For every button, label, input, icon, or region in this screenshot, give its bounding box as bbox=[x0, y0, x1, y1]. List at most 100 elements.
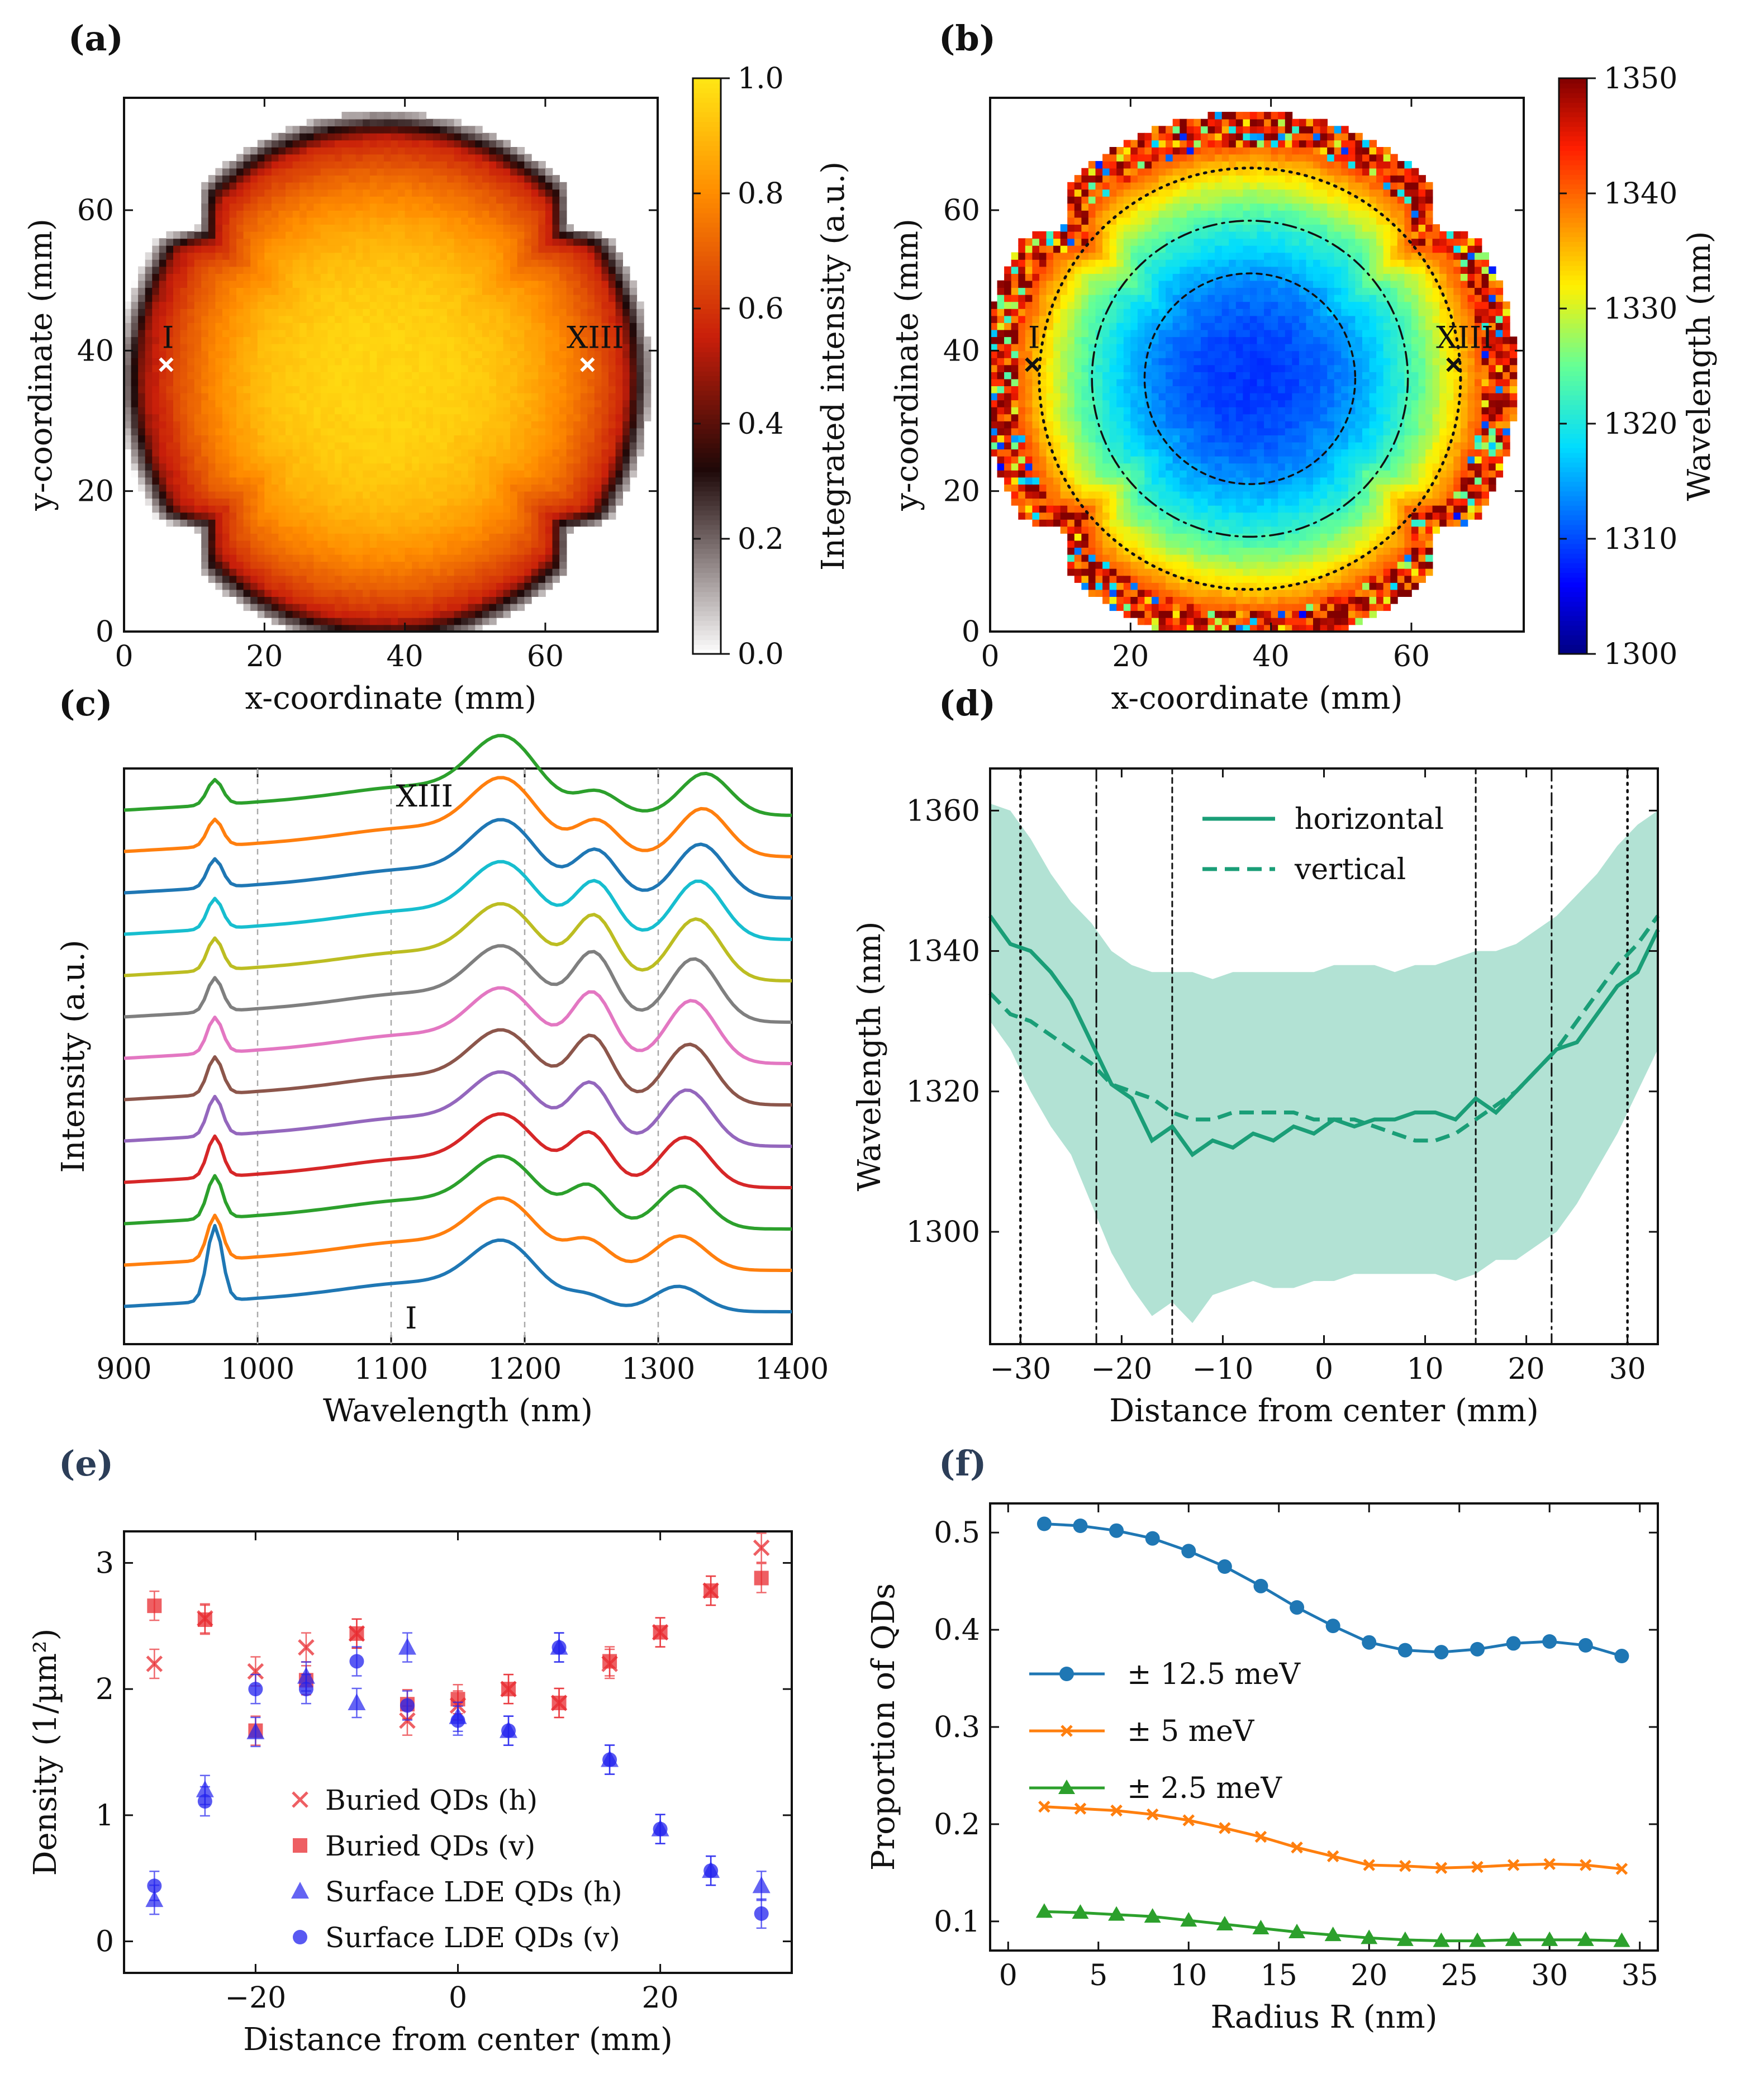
heatmap-cell bbox=[475, 386, 483, 393]
heatmap-cell bbox=[299, 589, 307, 597]
heatmap-cell bbox=[601, 378, 609, 386]
heatmap-cell bbox=[383, 512, 392, 520]
heatmap-cell bbox=[482, 568, 490, 576]
heatmap-cell bbox=[299, 414, 307, 421]
heatmap-cell bbox=[335, 147, 343, 155]
heatmap-cell bbox=[369, 118, 378, 127]
heatmap-cell bbox=[643, 336, 652, 344]
heatmap-cell bbox=[278, 273, 286, 281]
heatmap-cell bbox=[278, 505, 286, 513]
heatmap-cell bbox=[1046, 357, 1054, 366]
heatmap-cell bbox=[447, 287, 455, 295]
heatmap-cell bbox=[320, 259, 329, 267]
heatmap-cell bbox=[524, 386, 532, 393]
heatmap-cell bbox=[341, 273, 349, 281]
heatmap-cell bbox=[201, 322, 209, 330]
heatmap-cell bbox=[278, 603, 286, 611]
heatmap-cell bbox=[461, 203, 469, 211]
heatmap-cell bbox=[545, 196, 553, 204]
heatmap-cell bbox=[608, 372, 616, 379]
heatmap-cell bbox=[229, 463, 237, 471]
heatmap-cell bbox=[363, 252, 370, 260]
heatmap-cell bbox=[517, 245, 525, 253]
heatmap-cell bbox=[475, 505, 483, 513]
heatmap-cell bbox=[468, 498, 476, 506]
colorbar-segment bbox=[693, 236, 721, 242]
heatmap-cell bbox=[566, 484, 574, 492]
heatmap-cell bbox=[510, 273, 518, 281]
heatmap-cell bbox=[559, 336, 567, 344]
heatmap-cell bbox=[201, 294, 209, 302]
heatmap-cell bbox=[615, 400, 623, 407]
heatmap-cell bbox=[468, 533, 476, 541]
heatmap-cell bbox=[278, 372, 286, 379]
heatmap-cell bbox=[538, 526, 546, 534]
heatmap-cell bbox=[1004, 470, 1012, 478]
heatmap-cell bbox=[454, 575, 462, 583]
heatmap-cell bbox=[419, 259, 427, 267]
heatmap-cell bbox=[426, 329, 434, 338]
heatmap-cell bbox=[286, 547, 293, 555]
heatmap-cell bbox=[369, 554, 378, 562]
heatmap-cell bbox=[489, 400, 497, 407]
heatmap-cell bbox=[264, 196, 272, 204]
heatmap-cell bbox=[166, 414, 174, 421]
heatmap-cell bbox=[271, 350, 279, 358]
heatmap-cell bbox=[222, 442, 230, 450]
heatmap-cell bbox=[461, 336, 469, 344]
heatmap-cell bbox=[475, 132, 483, 141]
heatmap-cell bbox=[398, 463, 406, 471]
heatmap-cell bbox=[229, 392, 237, 401]
heatmap-cell bbox=[306, 203, 315, 211]
heatmap-cell bbox=[320, 132, 329, 141]
heatmap-cell bbox=[1032, 491, 1040, 499]
heatmap-cell bbox=[335, 140, 343, 148]
heatmap-cell bbox=[594, 406, 602, 415]
heatmap-cell bbox=[271, 287, 279, 295]
heatmap-cell bbox=[608, 294, 616, 302]
colorbar-segment bbox=[693, 183, 721, 189]
heatmap-cell bbox=[313, 309, 321, 316]
heatmap-cell bbox=[166, 266, 174, 274]
heatmap-cell bbox=[313, 224, 321, 232]
heatmap-cell bbox=[349, 259, 356, 267]
heatmap-cell bbox=[377, 533, 384, 541]
heatmap-cell bbox=[138, 280, 146, 288]
heatmap-cell bbox=[383, 463, 392, 471]
heatmap-cell bbox=[419, 189, 427, 197]
heatmap-cell bbox=[601, 470, 609, 478]
y-tick-label: 20 bbox=[77, 475, 114, 509]
colorbar-segment bbox=[693, 294, 721, 300]
heatmap-cell bbox=[643, 350, 652, 358]
heatmap-cell bbox=[286, 126, 293, 134]
heatmap-cell bbox=[236, 589, 244, 597]
heatmap-cell bbox=[166, 512, 174, 520]
heatmap-cell bbox=[327, 400, 335, 407]
heatmap-cell bbox=[320, 406, 329, 415]
heatmap-cell bbox=[271, 336, 279, 344]
heatmap-cell bbox=[391, 378, 398, 386]
heatmap-cell bbox=[524, 505, 532, 513]
heatmap-cell bbox=[531, 392, 539, 401]
heatmap-cell bbox=[278, 315, 286, 323]
heatmap-cell bbox=[377, 196, 384, 204]
heatmap-cell bbox=[320, 252, 329, 260]
heatmap-cell bbox=[426, 589, 434, 597]
heatmap-cell bbox=[447, 315, 455, 323]
heatmap-cell bbox=[349, 147, 356, 155]
heatmap-cell bbox=[615, 449, 623, 457]
heatmap-cell bbox=[341, 350, 349, 358]
heatmap-cell bbox=[489, 147, 497, 155]
heatmap-cell bbox=[201, 484, 209, 492]
colorbar-segment bbox=[693, 457, 721, 463]
heatmap-cell bbox=[503, 547, 511, 555]
heatmap-cell bbox=[159, 245, 167, 253]
heatmap-cell bbox=[489, 414, 497, 421]
heatmap-cell bbox=[573, 484, 581, 492]
heatmap-cell bbox=[222, 336, 230, 344]
heatmap-cell bbox=[180, 386, 188, 393]
heatmap-cell bbox=[159, 414, 167, 421]
heatmap-cell bbox=[369, 210, 378, 218]
heatmap-cell bbox=[538, 547, 546, 555]
heatmap-cell bbox=[531, 470, 539, 478]
